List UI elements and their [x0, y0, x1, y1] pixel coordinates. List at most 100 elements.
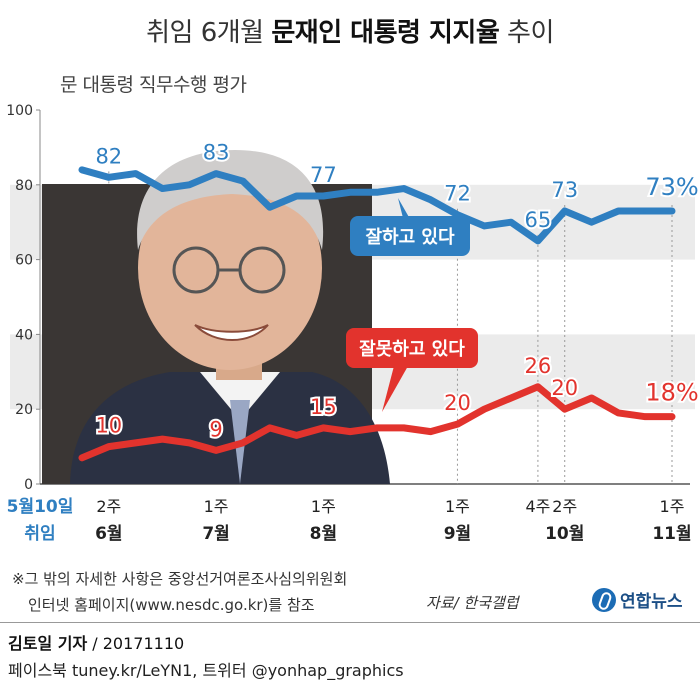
- data-point: [616, 208, 621, 213]
- data-point: [267, 425, 272, 430]
- photo-suit: [70, 372, 390, 484]
- data-point: [348, 429, 353, 434]
- title-suffix: 추이: [507, 18, 554, 48]
- data-point: [616, 410, 621, 415]
- photo-smile: [194, 324, 269, 341]
- data-point: [428, 197, 433, 202]
- data-label: 72: [444, 182, 471, 206]
- data-point: [187, 440, 192, 445]
- x-tick-month: 9월: [444, 524, 471, 544]
- data-point: [321, 425, 326, 430]
- photo-shirt: [200, 372, 280, 420]
- title-emphasis: 문재인 대통령 지지율: [271, 18, 500, 48]
- data-point: [509, 395, 514, 400]
- data-point: [214, 448, 219, 453]
- data-point: [321, 194, 326, 199]
- y-tick-label: 100: [6, 103, 33, 119]
- disapprove-callout-text: 잘못하고 있다: [359, 339, 465, 360]
- data-point: [160, 437, 165, 442]
- data-label: 9: [209, 417, 222, 441]
- data-label: 20: [444, 391, 471, 415]
- social-links: 페이스북 tuney.kr/LeYN1, 트위터 @yonhap_graphic…: [8, 661, 404, 680]
- data-point: [348, 190, 353, 195]
- footnote-line-2: 인터넷 홈페이지(www.nesdc.go.kr)를 참조: [28, 596, 315, 614]
- data-point: [401, 425, 406, 430]
- x-tick-month: 10월: [545, 524, 584, 544]
- data-point: [294, 433, 299, 438]
- data-label: 15: [310, 395, 337, 419]
- photo-face: [138, 166, 322, 370]
- x-tick-week: 1주: [204, 497, 229, 516]
- data-point: [106, 444, 111, 449]
- x-tick-month: 취임: [24, 523, 55, 544]
- data-point: [375, 190, 379, 195]
- approve-callout-text: 잘하고 있다: [365, 227, 455, 248]
- data-point: [562, 208, 567, 213]
- y-tick-label: 20: [15, 402, 33, 418]
- data-point: [509, 220, 514, 225]
- data-point: [375, 425, 379, 430]
- y-tick-label: 40: [15, 327, 33, 343]
- data-point: [214, 171, 219, 176]
- data-point: [160, 186, 165, 191]
- logo-text: 연합뉴스: [620, 592, 683, 612]
- data-point: [455, 212, 460, 217]
- data-point: [482, 407, 487, 412]
- yonhap-logo-icon: [592, 587, 616, 612]
- data-label: 18%: [645, 379, 698, 407]
- data-point: [133, 440, 138, 445]
- x-tick-week: 1주: [445, 497, 470, 516]
- data-point: [589, 220, 594, 225]
- data-label: 65: [525, 208, 552, 232]
- y-tick-label: 60: [15, 253, 33, 269]
- data-label: 73%: [645, 173, 698, 201]
- disapprove-callout: 잘못하고 있다: [346, 328, 478, 412]
- x-tick-week: 4주: [525, 497, 550, 516]
- photo-hair: [137, 150, 324, 250]
- reporter-name: 김토일 기자: [8, 634, 88, 653]
- x-tick-week: 5월10일: [7, 497, 74, 517]
- data-point: [670, 414, 674, 419]
- divider: [0, 622, 700, 623]
- data-point: [240, 179, 245, 184]
- credit-line: 김토일 기자 / 20171110: [8, 630, 184, 654]
- data-point: [643, 414, 648, 419]
- x-tick-month: 8월: [310, 524, 337, 544]
- x-tick-week: 1주: [311, 497, 336, 516]
- source-text: 자료/ 한국갤럽: [426, 594, 519, 612]
- data-point: [670, 208, 674, 213]
- chart-subtitle: 문 대통령 직무수행 평가: [60, 74, 247, 96]
- approve-callout-box: [350, 216, 470, 256]
- portrait-photo: [42, 150, 390, 484]
- data-point: [455, 422, 460, 427]
- data-point: [428, 429, 433, 434]
- x-tick-week: 2주: [96, 497, 121, 516]
- data-point: [80, 167, 84, 172]
- data-point: [535, 238, 540, 243]
- x-tick-month: 6월: [95, 524, 122, 544]
- credit-date: / 20171110: [92, 634, 185, 653]
- approve-callout: 잘하고 있다: [350, 198, 470, 256]
- y-tick-label: 0: [24, 477, 33, 493]
- title-prefix: 취임 6개월: [146, 18, 264, 48]
- data-label: 77: [310, 163, 337, 187]
- x-tick-month: 11월: [652, 524, 691, 544]
- x-tick-month: 7월: [202, 524, 229, 544]
- data-point: [589, 395, 594, 400]
- data-label: 10: [95, 414, 122, 438]
- data-point: [133, 171, 138, 176]
- data-point: [482, 223, 487, 228]
- footnote-line-1: ※그 밖의 자세한 사항은 중앙선거여론조사심의위원회: [12, 570, 348, 588]
- data-point: [267, 205, 272, 210]
- data-point: [401, 186, 406, 191]
- data-point: [294, 194, 299, 199]
- data-point: [240, 440, 245, 445]
- footnote: ※그 밖의 자세한 사항은 중앙선거여론조사심의위원회 인터넷 홈페이지(www…: [12, 566, 347, 618]
- data-point: [106, 175, 111, 180]
- y-tick-label: 80: [15, 178, 33, 194]
- data-label: 20: [551, 376, 578, 400]
- data-label: 82: [95, 144, 122, 168]
- data-point: [562, 407, 567, 412]
- disapprove-callout-box: [346, 328, 478, 368]
